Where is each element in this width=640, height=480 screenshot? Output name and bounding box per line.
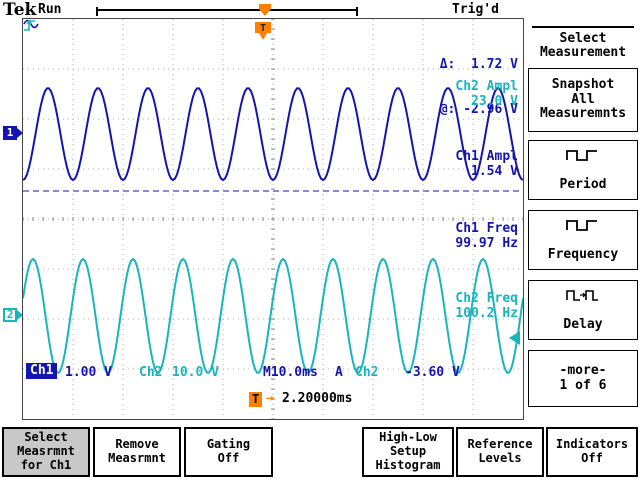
delay-marker-badge: T <box>249 392 263 407</box>
button-reference-levels[interactable]: Reference Levels <box>456 427 544 477</box>
delay-arrow-icon: → <box>266 391 274 406</box>
menu-item-delay[interactable]: Delay <box>528 280 638 340</box>
menu-item-label: Delay <box>563 317 603 333</box>
trigger-position-marker[interactable] <box>259 4 272 17</box>
trigger-type: A <box>335 365 343 380</box>
ch2-scale-badge: Ch2 <box>139 365 163 380</box>
ch2-ground-marker[interactable]: 2 <box>3 308 23 322</box>
button-remove-measrmnt[interactable]: Remove Measrmnt <box>93 427 181 477</box>
waveform-ch1 <box>23 87 523 182</box>
measurement-ch1-freq: Ch1 Freq 99.97 Hz <box>455 221 518 251</box>
menu-item-period[interactable]: Period <box>528 140 638 200</box>
delay-value: 2.20000ms <box>282 391 353 406</box>
menu-item-snapshot[interactable]: Snapshot All Measuremnts <box>528 68 638 132</box>
menu-item-frequency[interactable]: Frequency <box>528 210 638 270</box>
waveform-ch2 <box>23 257 523 374</box>
measurement-label: Ch1 Ampl <box>455 149 518 164</box>
measurement-label: Ch1 Freq <box>455 221 518 236</box>
cursor-readout: Δ: 1.72 V @: -2.96 V <box>440 27 518 147</box>
trigger-point-flag[interactable] <box>255 22 271 33</box>
trigger-status: Trig'd <box>452 2 499 17</box>
waveform-display: T Δ: 1.72 V @: -2.96 V Ch2 Ampl 23.0 V C… <box>22 18 524 420</box>
measurement-value: 1.54 V <box>471 164 518 179</box>
ch2-scale-value: 10.0 V <box>172 365 219 380</box>
side-menu-title: Select Measurement <box>532 26 634 61</box>
measurement-ch2-ampl: Ch2 Ampl 23.0 V <box>455 79 518 109</box>
trigger-level-marker[interactable] <box>509 331 520 345</box>
waveform-svg: T <box>23 19 523 419</box>
ch1-scale-value: 1.00 V <box>65 365 112 380</box>
menu-item-label: Period <box>559 177 607 193</box>
square-wave-icon <box>566 150 597 161</box>
bottom-menu: Select Measrmnt for Ch1 Remove Measrmnt … <box>0 427 640 480</box>
button-select-measrmnt[interactable]: Select Measrmnt for Ch1 <box>2 427 90 477</box>
measurement-ch1-ampl: Ch1 Ampl 1.54 V <box>455 149 518 179</box>
button-highlow-setup[interactable]: High-Low Setup Histogram <box>362 427 454 477</box>
square-wave-icon <box>566 220 597 231</box>
acquisition-status: Run <box>38 2 62 17</box>
trigger-point-flag-arrow <box>259 33 267 40</box>
menu-item-more[interactable]: -more- 1 of 6 <box>528 350 638 407</box>
trigger-point-flag-label: T <box>260 23 266 34</box>
timebase-readout: M10.0ms <box>263 365 318 380</box>
measurement-value: 99.97 Hz <box>455 236 518 251</box>
rising-edge-icon <box>24 19 35 31</box>
trigger-level-value: -3.60 V <box>405 365 460 380</box>
measurement-value: 100.2 Hz <box>455 306 518 321</box>
measurement-label: Ch2 Freq <box>455 291 518 306</box>
record-view-bar <box>96 4 358 16</box>
measurement-ch2-freq: Ch2 Freq 100.2 Hz <box>455 291 518 321</box>
button-gating[interactable]: Gating Off <box>184 427 273 477</box>
measurement-label: Ch2 Ampl <box>455 79 518 94</box>
side-menu: Select Measurement Snapshot All Measurem… <box>526 0 640 425</box>
ch1-scale-badge: Ch1 <box>26 363 58 379</box>
delay-icon <box>566 290 598 301</box>
cursor-delta: Δ: 1.72 V <box>439 57 518 72</box>
trigger-source: Ch2 <box>355 365 379 380</box>
tek-logo: Tek <box>3 0 37 20</box>
button-indicators[interactable]: Indicators Off <box>546 427 638 477</box>
menu-item-label: Frequency <box>547 247 619 263</box>
ch1-ground-marker[interactable]: 1 <box>3 126 23 140</box>
measurement-value: 23.0 V <box>471 94 518 109</box>
cursor-at: @: -2.96 V <box>439 102 518 117</box>
